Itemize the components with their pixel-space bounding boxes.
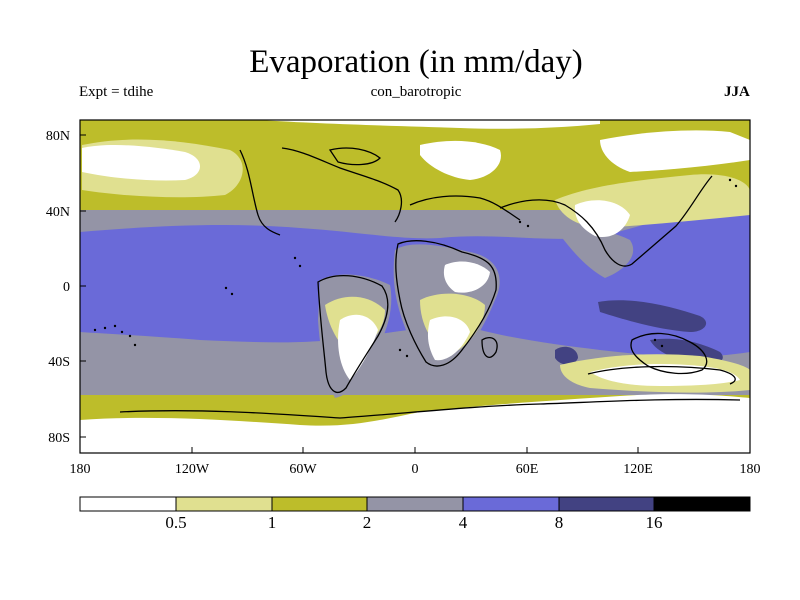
coast-australia — [630, 332, 708, 375]
lat-labels: 80N 40N 0 40S 80S — [46, 129, 70, 446]
experiment-label: Expt = tdihe — [79, 84, 154, 100]
field-white-arctic — [420, 140, 501, 180]
colorbar — [79, 496, 751, 512]
map-field — [80, 120, 750, 453]
coast-madagascar — [481, 337, 498, 358]
colorbar-swatch-6 — [653, 496, 751, 512]
lon-tick-label: 120W — [175, 462, 210, 477]
field-grey-india — [560, 229, 634, 278]
coast-antarctica — [119, 398, 741, 419]
colorbar-swatch-1 — [175, 496, 273, 512]
lat-tick-label: 0 — [63, 280, 70, 295]
field-darkblue-indian-ocean — [598, 300, 707, 332]
colorbar-label: 8 — [555, 513, 564, 532]
lon-tick-label: 180 — [740, 462, 761, 477]
field-white-sahara — [443, 261, 490, 293]
season-label: JJA — [724, 84, 750, 100]
colorbar-label: 16 — [646, 513, 663, 532]
coast-europe — [409, 195, 521, 221]
lon-labels: 180 120W 60W 0 60E 120E 180 — [70, 462, 761, 477]
colorbar-label: 4 — [459, 513, 468, 532]
lon-tick-label: 60W — [289, 462, 317, 477]
coast-south-america — [317, 274, 389, 393]
coast-north-america — [239, 147, 403, 236]
lon-tick-label: 180 — [70, 462, 91, 477]
colorbar-labels: 0.5 1 2 4 8 16 — [165, 513, 662, 532]
colorbar-label: 0.5 — [165, 513, 186, 532]
map-title: Evaporation (in mm/day) — [249, 44, 583, 80]
field-white-tibet — [574, 200, 630, 238]
tick-marks — [79, 134, 751, 453]
island-dots — [93, 178, 738, 358]
lon-tick-label: 120E — [623, 462, 653, 477]
coastlines — [119, 147, 741, 419]
colorbar-label: 1 — [268, 513, 277, 532]
colorbar-swatch-5 — [558, 496, 655, 512]
lat-tick-label: 80N — [46, 129, 70, 144]
lon-tick-label: 60E — [516, 462, 539, 477]
colorbar-label: 2 — [363, 513, 372, 532]
field-white-sa — [338, 314, 378, 380]
field-white-asia — [600, 130, 750, 172]
field-white-antarctica — [80, 394, 750, 453]
field-white-na-north — [82, 145, 200, 181]
lon-tick-label: 0 — [412, 462, 419, 477]
colorbar-swatch-0 — [79, 496, 177, 512]
lat-tick-label: 40S — [48, 355, 70, 370]
colorbar-swatch-2 — [271, 496, 368, 512]
coast-eurasia — [499, 175, 713, 267]
lat-tick-label: 40N — [46, 205, 70, 220]
coast-antarctic-peninsula — [587, 365, 736, 385]
coast-africa — [395, 240, 497, 367]
coast-arctic-islands — [328, 147, 381, 166]
field-white-greenland-arctic — [260, 120, 600, 129]
field-white-southern-africa — [427, 316, 470, 361]
field-darkblue-west — [555, 346, 578, 365]
run-name-label: con_barotropic — [370, 84, 462, 100]
colorbar-swatch-3 — [366, 496, 464, 512]
lat-tick-label: 80S — [48, 431, 70, 446]
colorbar-swatch-4 — [462, 496, 560, 512]
